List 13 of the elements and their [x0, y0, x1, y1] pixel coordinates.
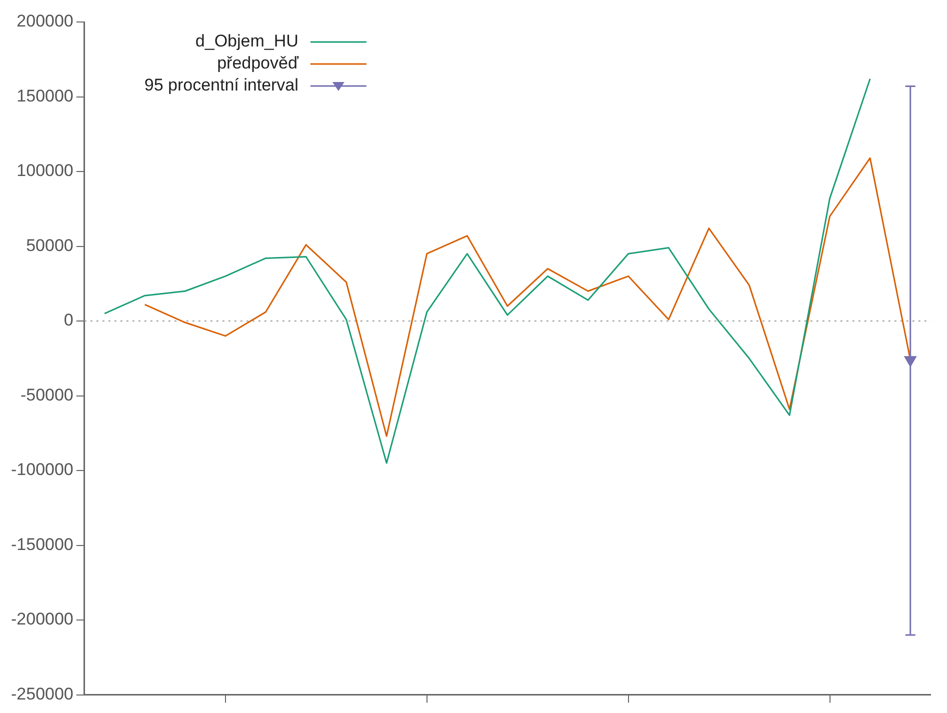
- y-tick-label: -150000: [11, 534, 74, 554]
- y-tick-label: 50000: [26, 236, 74, 255]
- legend-label: 95 procentní interval: [144, 76, 298, 95]
- y-tick-label: -100000: [11, 460, 74, 480]
- legend-label: předpověď: [217, 54, 299, 73]
- y-tick-label: -250000: [11, 684, 74, 704]
- y-tick-label: 200000: [16, 12, 74, 31]
- legend-label: d_Objem_HU: [195, 32, 298, 51]
- y-tick-label: 100000: [16, 161, 74, 180]
- y-tick-label: 0: [64, 310, 74, 330]
- y-tick-label: -200000: [11, 610, 74, 629]
- y-tick-label: 150000: [16, 86, 74, 106]
- y-tick-label: -50000: [20, 385, 74, 404]
